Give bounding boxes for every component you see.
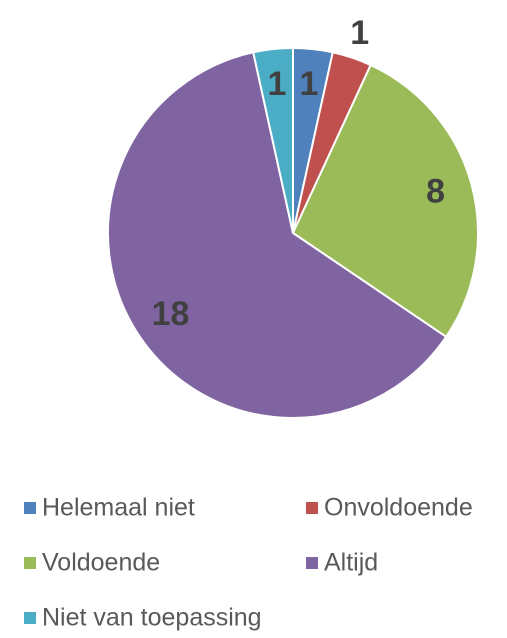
pie-slice: [291, 63, 479, 339]
data-label: 18: [152, 295, 190, 333]
pie-slice: [107, 51, 448, 419]
data-label: 1: [300, 65, 319, 103]
legend-swatch: [24, 612, 36, 624]
legend-label: Voldoende: [42, 549, 160, 577]
legend-label: Niet van toepassing: [42, 604, 262, 632]
legend-swatch: [24, 557, 36, 569]
data-label: 8: [426, 172, 445, 210]
legend-swatch: [306, 502, 318, 514]
legend-swatch: [306, 557, 318, 569]
data-label: 1: [268, 65, 287, 103]
pie-slice: [252, 46, 294, 234]
legend-swatch: [24, 502, 36, 514]
legend-label: Altijd: [324, 549, 378, 577]
legend-label: Helemaal niet: [42, 494, 195, 522]
data-label: 1: [350, 14, 369, 52]
legend-label: Onvoldoende: [324, 494, 473, 522]
